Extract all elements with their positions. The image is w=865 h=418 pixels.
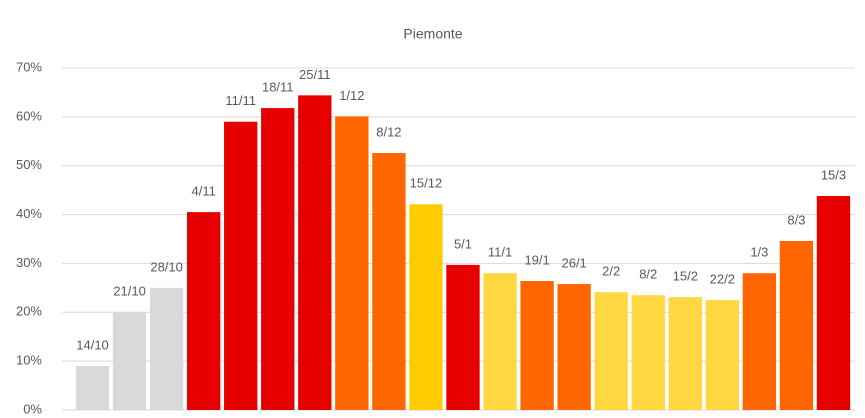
- y-tick-label: 50%: [16, 157, 42, 172]
- bar-label: 14/10: [76, 337, 109, 352]
- bar-label: 26/1: [561, 255, 586, 270]
- bar: [224, 121, 258, 410]
- bar-label: 11/1: [488, 245, 512, 260]
- bar-label: 2/2: [602, 264, 620, 279]
- bar: [149, 287, 184, 410]
- bar-label: 21/10: [113, 284, 146, 299]
- bar: [816, 196, 851, 410]
- bar-label: 15/12: [410, 176, 443, 191]
- bar-label: 15/3: [821, 167, 846, 182]
- bar-label: 8/3: [787, 212, 805, 227]
- bar-label: 22/2: [710, 272, 735, 287]
- bar-label: 4/11: [191, 184, 215, 199]
- bar: [261, 108, 295, 410]
- bar-label: 28/10: [150, 259, 183, 274]
- y-tick-label: 10%: [16, 353, 42, 368]
- bar-label: 19/1: [524, 252, 549, 267]
- bar-label: 11/11: [225, 93, 256, 108]
- y-tick-label: 60%: [16, 108, 42, 123]
- bar: [705, 300, 740, 410]
- bar: [557, 283, 591, 410]
- bar: [668, 297, 702, 410]
- bar: [298, 95, 332, 411]
- bar: [779, 240, 814, 410]
- bar: [631, 295, 665, 410]
- y-tick-label: 70%: [16, 59, 42, 74]
- bar: [372, 153, 406, 411]
- bar: [75, 366, 110, 410]
- bar: [742, 273, 777, 410]
- y-tick-label: 20%: [16, 304, 42, 319]
- bar-label: 8/12: [376, 124, 401, 139]
- y-tick-label: 0%: [23, 401, 42, 416]
- bar: [335, 116, 369, 411]
- bar: [483, 273, 517, 410]
- bar: [520, 281, 554, 410]
- bar-label: 1/12: [339, 88, 364, 103]
- bar: [112, 312, 147, 410]
- y-tick-label: 30%: [16, 255, 42, 270]
- bar: [409, 204, 443, 410]
- bar-label: 1/3: [750, 245, 768, 260]
- bar-label: 8/2: [639, 267, 657, 282]
- bar: [186, 212, 221, 410]
- y-tick-label: 40%: [16, 206, 42, 221]
- bar-label: 18/11: [262, 80, 294, 95]
- bar-label: 15/2: [673, 269, 698, 284]
- bar-label: 5/1: [454, 236, 472, 251]
- bar-label: 25/11: [299, 67, 331, 82]
- chart-title: Piemonte: [403, 26, 462, 42]
- bar: [594, 292, 628, 410]
- bar: [446, 264, 480, 410]
